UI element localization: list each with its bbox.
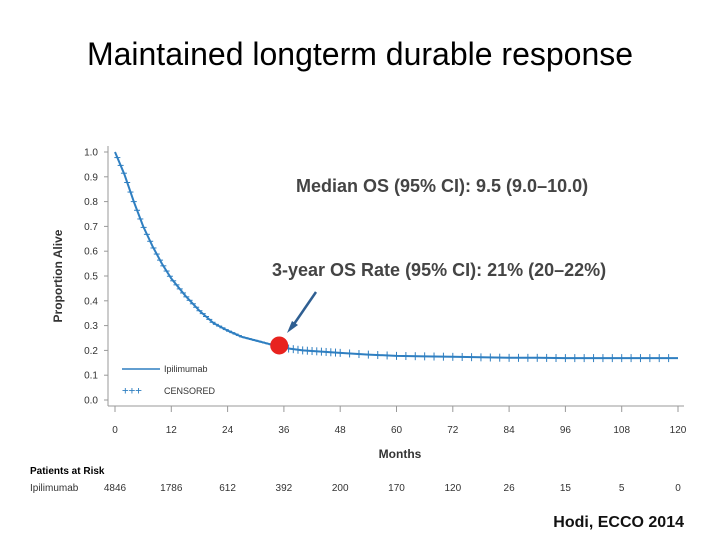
three-year-highlight-dot	[270, 336, 289, 355]
legend: Ipilimumab +++ CENSORED	[122, 364, 216, 397]
risk-table-value: 0	[675, 483, 681, 494]
x-tick-label: 84	[504, 425, 516, 436]
y-tick-label: 0.1	[84, 371, 98, 382]
x-tick-label: 12	[166, 425, 178, 436]
y-tick-label: 0.4	[84, 296, 98, 307]
x-tick-label: 96	[560, 425, 572, 436]
citation: Hodi, ECCO 2014	[553, 514, 684, 531]
risk-table-value: 4846	[104, 483, 127, 494]
y-tick-label: 0.2	[84, 346, 98, 357]
risk-table-values: 4846 1786 612 392 200 170 120 26 15 5 0	[104, 483, 681, 494]
y-tick-label: 0.3	[84, 321, 98, 332]
x-tick-label: 48	[335, 425, 347, 436]
y-tick-label: 0.5	[84, 272, 98, 283]
y-tick-label: 0.7	[84, 222, 98, 233]
annotation-arrow	[287, 291, 318, 333]
slide-title: Maintained longterm durable response	[86, 36, 634, 72]
risk-table-row-label: Ipilimumab	[30, 483, 79, 494]
x-tick-label: 108	[613, 425, 630, 436]
x-tick-label: 24	[222, 425, 234, 436]
risk-table-title: Patients at Risk	[30, 466, 105, 477]
risk-table-value: 26	[504, 483, 516, 494]
legend-label-censored: CENSORED	[164, 386, 216, 396]
x-axis-label: Months	[379, 447, 422, 461]
y-tick-label: 0.6	[84, 247, 98, 258]
risk-table-value: 5	[619, 483, 625, 494]
risk-table-value: 170	[388, 483, 405, 494]
x-tick-label: 60	[391, 425, 403, 436]
median-os-annotation: Median OS (95% CI): 9.5 (9.0–10.0)	[296, 176, 588, 196]
legend-censor-swatch: +++	[122, 384, 142, 397]
risk-table-value: 200	[332, 483, 349, 494]
legend-label-ipilimumab: Ipilimumab	[164, 364, 208, 374]
y-tick-label: 0.0	[84, 396, 98, 407]
risk-table-value: 612	[219, 483, 236, 494]
y-axis-ticks: 0.0 0.1 0.2 0.3 0.4 0.5 0.6 0.7 0.8 0.9 1.0	[84, 148, 108, 407]
x-tick-label: 120	[670, 425, 687, 436]
censored-marks-group	[285, 344, 672, 363]
y-tick-label: 0.8	[84, 197, 98, 208]
x-tick-label: 0	[112, 425, 118, 436]
risk-table-value: 1786	[160, 483, 183, 494]
x-axis-ticks: 0 12 24 36 48 60 72 84 96 108 120	[112, 406, 687, 436]
risk-table-value: 120	[444, 483, 461, 494]
three-year-os-annotation: 3-year OS Rate (95% CI): 21% (20–22%)	[272, 260, 606, 280]
risk-table-value: 15	[560, 483, 572, 494]
x-tick-label: 72	[447, 425, 459, 436]
y-tick-label: 0.9	[84, 172, 98, 183]
y-tick-label: 1.0	[84, 148, 98, 159]
y-axis-label: Proportion Alive	[51, 229, 65, 322]
risk-table-value: 392	[276, 483, 293, 494]
x-tick-label: 36	[278, 425, 290, 436]
